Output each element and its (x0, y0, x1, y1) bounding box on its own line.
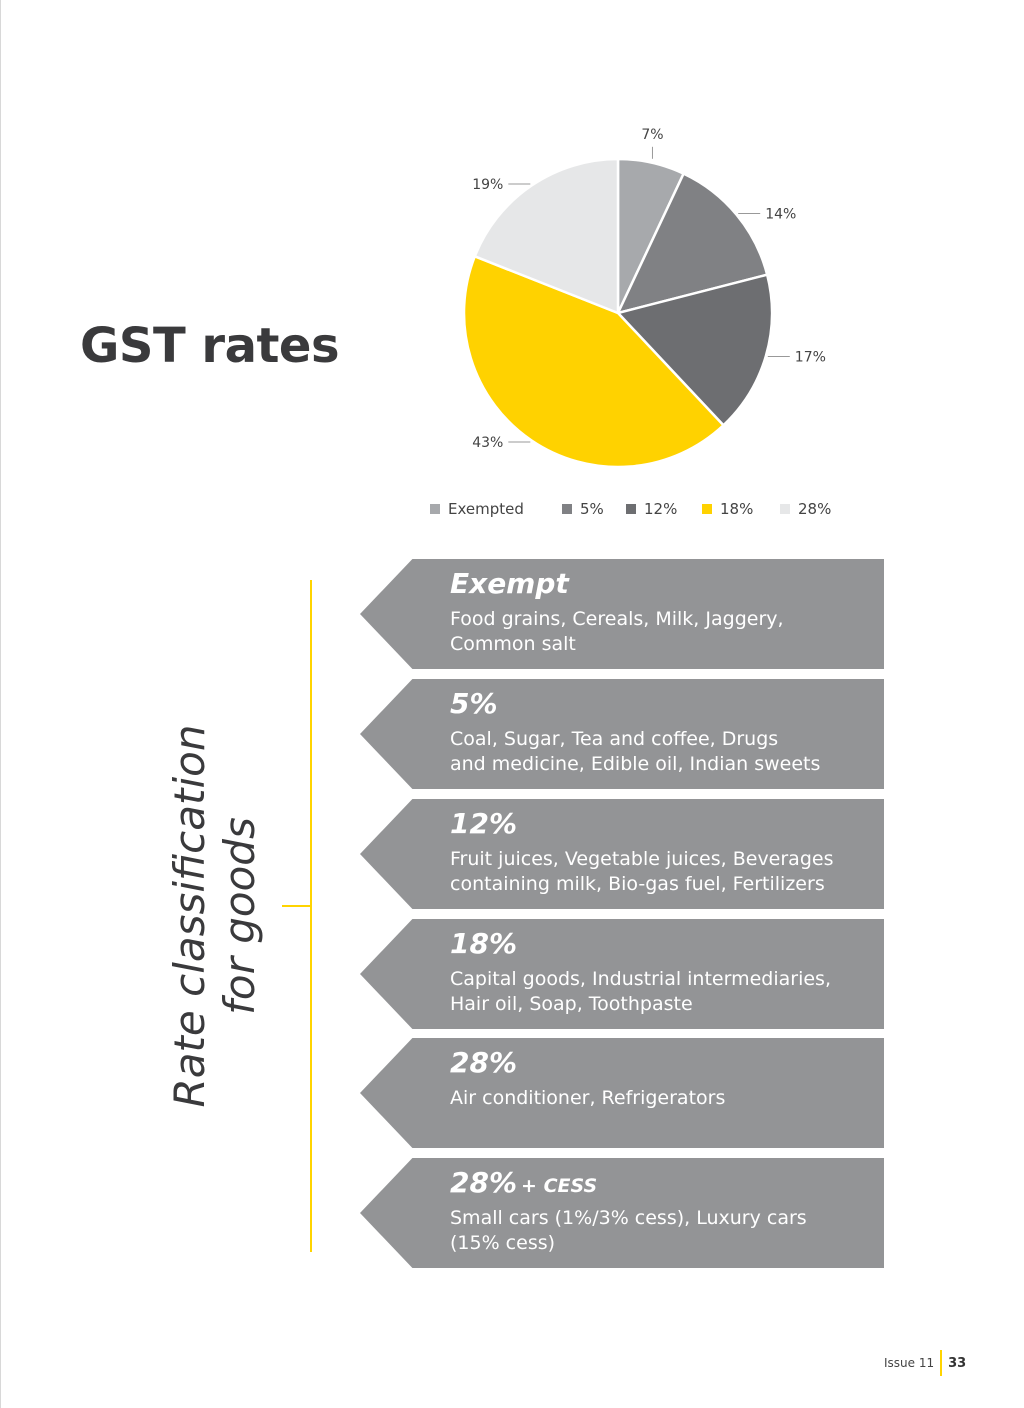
rate-desc-line: Small cars (1%/3% cess), Luxury cars (450, 1207, 807, 1229)
rate-description: Coal, Sugar, Tea and coffee, Drugs and m… (450, 727, 870, 777)
slice-label-exempted: 7% (641, 127, 663, 143)
slice-label-18: 43% (472, 435, 503, 451)
pie-slice-5 (615, 171, 769, 315)
rate-desc-line: (15% cess) (450, 1232, 556, 1254)
legend-item-28: 28% (780, 500, 831, 518)
legend-item-exempted: Exempted (430, 500, 524, 518)
slice-label-28: 19% (472, 177, 503, 193)
side-title-line-1: Rate classification (165, 724, 214, 1108)
rate-heading: 18% (450, 927, 521, 960)
rate-desc-line: containing milk, Bio-gas fuel, Fertilize… (450, 873, 825, 895)
rate-heading-text: 28% (450, 1046, 518, 1079)
rate-desc-line: Fruit juices, Vegetable juices, Beverage… (450, 848, 834, 870)
rate-heading: Exempt (450, 567, 573, 600)
rate-description: Fruit juices, Vegetable juices, Beverage… (450, 847, 870, 897)
rate-suffix: + CESS (521, 1175, 598, 1197)
legend-label: 5% (580, 500, 604, 518)
footer-divider (940, 1350, 943, 1376)
rate-band-12: 12% Fruit juices, Vegetable juices, Beve… (360, 799, 884, 909)
legend-label: 18% (720, 500, 754, 518)
pie-slice-18 (462, 254, 726, 469)
rate-heading-text: 12% (450, 807, 518, 840)
page-edge (0, 0, 1, 1408)
page-footer: Issue 11 33 (884, 1350, 966, 1376)
rate-desc-line: Air conditioner, Refrigerators (450, 1087, 726, 1109)
rate-desc-line: Food grains, Cereals, Milk, Jaggery, (450, 608, 784, 630)
side-title: Rate classification for goods (165, 706, 265, 1126)
rate-description: Food grains, Cereals, Milk, Jaggery, Com… (450, 607, 870, 657)
legend-item-18: 18% (702, 500, 753, 518)
rate-description: Air conditioner, Refrigerators (450, 1086, 870, 1111)
rate-heading-text: Exempt (450, 567, 569, 600)
legend-swatch-12 (626, 504, 636, 514)
slice-label-5: 14% (765, 207, 796, 223)
pie-slice-12 (615, 273, 774, 428)
chart-legend: Exempted 5% 12% 18% 28% (430, 500, 850, 520)
rate-band-18: 18% Capital goods, Industrial intermedia… (360, 919, 884, 1029)
rate-band-28-cess: 28% + CESS Small cars (1%/3% cess), Luxur… (360, 1158, 884, 1268)
side-title-line-2: for goods (215, 817, 264, 1015)
slice-label-12: 17% (795, 350, 826, 366)
rate-heading: 28% (450, 1046, 521, 1079)
legend-item-12: 12% (626, 500, 677, 518)
legend-swatch-5 (562, 504, 572, 514)
legend-label: 28% (798, 500, 832, 518)
page-number: 33 (948, 1355, 967, 1371)
rate-heading: 5% (450, 687, 502, 720)
legend-swatch-exempted (430, 504, 440, 514)
yellow-connector-tick (282, 905, 312, 907)
rate-desc-line: Hair oil, Soap, Toothpaste (450, 993, 693, 1015)
rate-heading-text: 28% (450, 1166, 518, 1199)
page-title: GST rates (80, 318, 340, 374)
rate-heading: 28% + CESS (450, 1166, 597, 1199)
rate-band-5: 5% Coal, Sugar, Tea and coffee, Drugs an… (360, 679, 884, 789)
legend-swatch-18 (702, 504, 712, 514)
rate-desc-line: Common salt (450, 633, 576, 655)
yellow-vertical-bar (310, 580, 312, 1252)
rate-desc-line: and medicine, Edible oil, Indian sweets (450, 753, 821, 775)
rate-heading-text: 18% (450, 927, 518, 960)
rate-band-28: 28% Air conditioner, Refrigerators (360, 1038, 884, 1148)
legend-label: Exempted (448, 500, 524, 518)
legend-label: 12% (644, 500, 678, 518)
legend-swatch-28 (780, 504, 790, 514)
rate-description: Capital goods, Industrial intermediaries… (450, 967, 870, 1017)
rate-heading-text: 5% (450, 687, 498, 720)
rate-desc-line: Capital goods, Industrial intermediaries… (450, 968, 831, 990)
rate-desc-line: Coal, Sugar, Tea and coffee, Drugs (450, 728, 779, 750)
pie-chart: 7% 14% 17% 43% 19% (462, 127, 826, 469)
issue-label: Issue 11 (884, 1356, 935, 1370)
rate-band-exempt: Exempt Food grains, Cereals, Milk, Jagge… (360, 559, 884, 669)
rate-description: Small cars (1%/3% cess), Luxury cars (15… (450, 1206, 870, 1256)
legend-item-5: 5% (562, 500, 604, 518)
pie-slice-28 (473, 157, 620, 315)
rate-heading: 12% (450, 807, 521, 840)
